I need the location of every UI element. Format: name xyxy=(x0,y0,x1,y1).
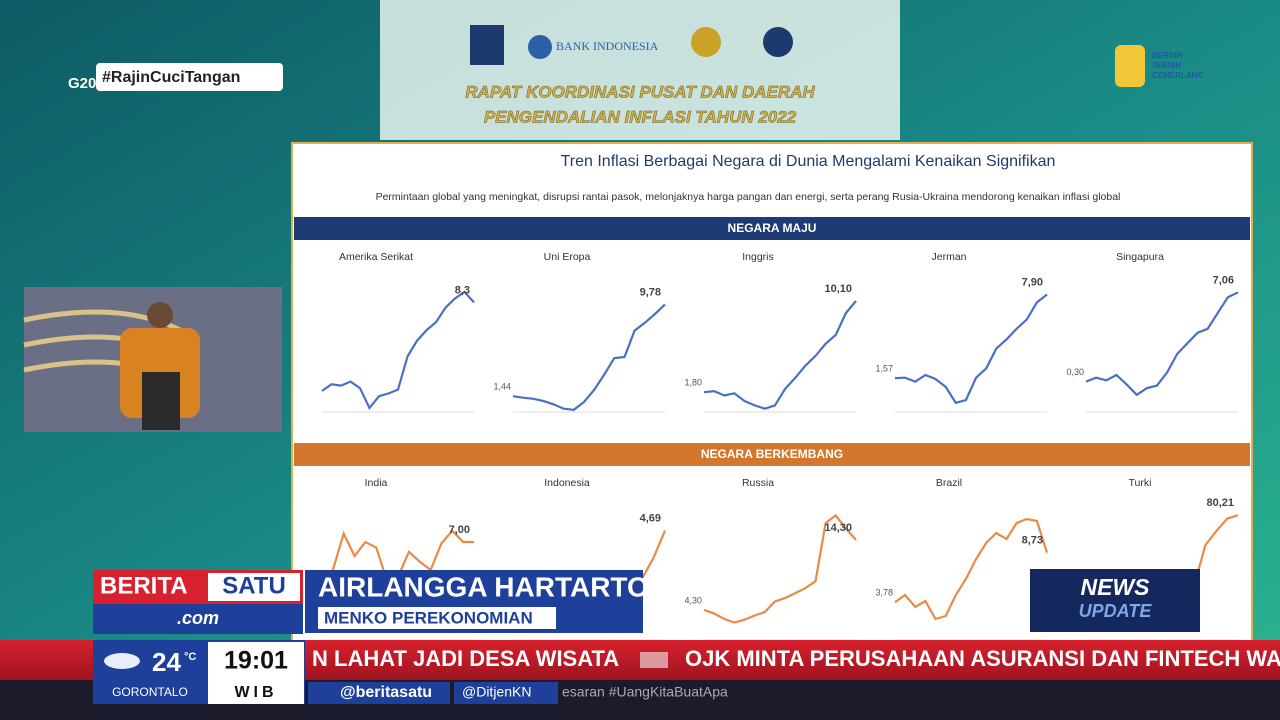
zone-box xyxy=(208,682,304,704)
badge: UPDATE xyxy=(1079,601,1153,621)
social: esaran #UangKitaBuatApa xyxy=(562,684,728,700)
event-title: RAPAT KOORDINASI PUSAT DAN DAERAH xyxy=(465,82,815,101)
panel-title: Inggris xyxy=(742,251,774,263)
mascot xyxy=(1115,45,1145,87)
inflation-line xyxy=(321,290,475,411)
end-label: 7,00 xyxy=(449,524,470,536)
slide-title: Tren Inflasi Berbagai Negara di Dunia Me… xyxy=(561,153,1056,170)
panel-title: India xyxy=(365,477,388,489)
panel-title: Uni Eropa xyxy=(544,251,591,263)
header-glow xyxy=(380,0,900,140)
start-label: 0,30 xyxy=(1066,367,1084,377)
social: @beritasatu xyxy=(340,684,432,701)
end-label: 10,10 xyxy=(824,283,852,295)
end-label: 14,30 xyxy=(824,522,852,534)
end-label: 7,90 xyxy=(1022,276,1043,288)
end-label: 8,73 xyxy=(1022,535,1043,547)
inflation-line xyxy=(512,303,666,411)
clock-box xyxy=(208,642,304,682)
tagline: JERNIH xyxy=(1152,61,1182,70)
end-label: 8,3 xyxy=(455,284,470,296)
temperature: 24 xyxy=(152,647,181,677)
start-label: 1,57 xyxy=(875,363,893,373)
event-title: PENGENDALIAN INFLASI TAHUN 2022 xyxy=(484,107,797,126)
panel-title: Indonesia xyxy=(544,477,590,489)
hashtag: #RajinCuciTangan xyxy=(102,69,240,86)
slide-subtitle: Permintaan global yang meningkat, disrup… xyxy=(376,191,1121,203)
panel-title: Russia xyxy=(742,477,774,489)
tagline: BERSIH xyxy=(1152,51,1182,60)
inflation-line xyxy=(1085,291,1239,397)
bank-logo: BANK INDONESIA xyxy=(556,39,659,53)
start-label: 1,44 xyxy=(493,382,511,392)
brand-box xyxy=(208,573,300,601)
panel-title: Brazil xyxy=(936,477,962,489)
news-badge xyxy=(1030,569,1200,632)
headline: OJK MINTA PERUSAHAAN ASURANSI DAN FINTEC… xyxy=(685,646,1280,671)
logo xyxy=(691,27,721,57)
hashtag-box xyxy=(96,63,283,91)
brand: SATU xyxy=(222,572,286,599)
end-label: 7,06 xyxy=(1213,274,1234,286)
inflation-line xyxy=(894,293,1048,405)
brand: .com xyxy=(177,608,219,628)
speaker-name: AIRLANGGA HARTARTO xyxy=(318,571,649,602)
inflation-line xyxy=(703,513,857,624)
panel-title: Jerman xyxy=(931,251,966,263)
brand-box xyxy=(93,604,303,634)
headline: N LAHAT JADI DESA WISATA xyxy=(312,646,619,671)
ticker-separator xyxy=(640,652,668,668)
speaker-head xyxy=(147,302,173,328)
podium xyxy=(142,372,180,430)
social-box xyxy=(454,682,558,704)
role-box xyxy=(318,607,556,629)
panel-title: Amerika Serikat xyxy=(339,251,413,263)
brand: BERITA xyxy=(100,572,188,599)
logo xyxy=(470,25,504,65)
badge: NEWS xyxy=(1081,574,1151,600)
city: GORONTALO xyxy=(112,685,188,699)
clock: 19:01 xyxy=(224,647,288,675)
logo xyxy=(528,35,552,59)
panel-title: Turki xyxy=(1129,477,1152,489)
end-label: 9,78 xyxy=(640,286,661,298)
weather-icon xyxy=(104,653,140,669)
social: @DitjenKN xyxy=(462,684,531,700)
panel-title: Singapura xyxy=(1116,251,1164,263)
section-bar xyxy=(294,443,1250,466)
temperature-unit: °C xyxy=(184,651,196,663)
section-heading: NEGARA BERKEMBANG xyxy=(701,447,843,461)
inflation-line xyxy=(703,300,857,410)
start-label: 1,80 xyxy=(684,378,702,388)
start-label: 3,78 xyxy=(875,588,893,598)
social-box xyxy=(308,682,450,704)
g20-logo: G20 xyxy=(68,75,96,92)
inflation-line xyxy=(894,517,1049,621)
time-zone: WIB xyxy=(234,684,277,701)
logo xyxy=(763,27,793,57)
tagline: CEMERLANG xyxy=(1152,71,1204,80)
section-heading: NEGARA MAJU xyxy=(728,221,817,235)
start-label: 4,30 xyxy=(684,595,702,605)
speaker-role: MENKO PEREKONOMIAN xyxy=(324,608,533,627)
end-label: 80,21 xyxy=(1206,497,1234,509)
section-bar xyxy=(294,217,1250,240)
end-label: 4,69 xyxy=(640,512,661,524)
